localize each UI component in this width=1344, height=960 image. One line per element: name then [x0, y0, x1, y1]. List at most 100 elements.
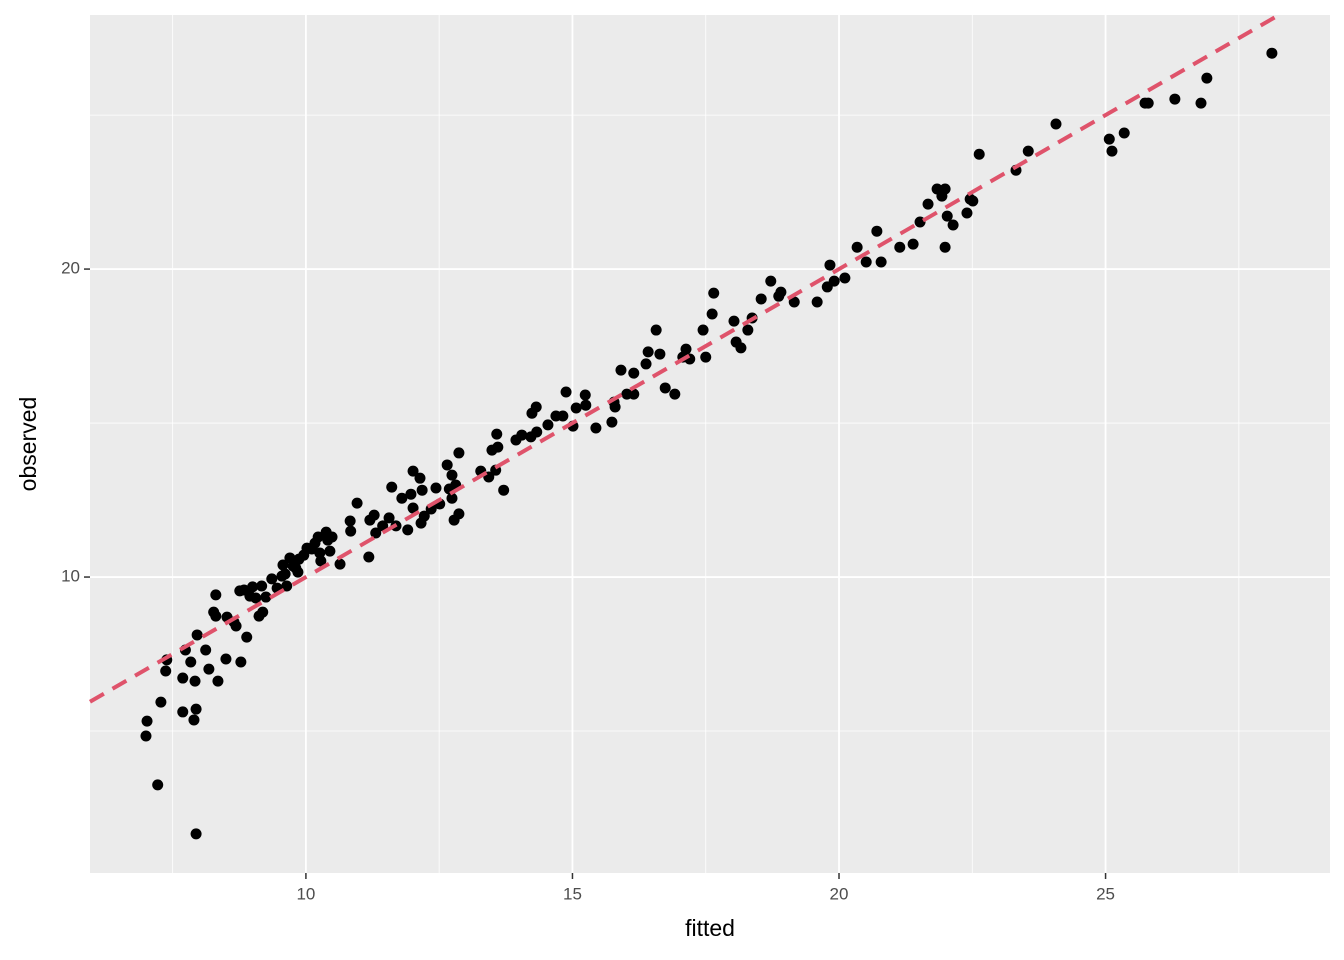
x-tick-label: 15 [563, 884, 582, 903]
point [185, 656, 197, 668]
point [967, 195, 979, 207]
point [315, 555, 327, 567]
point [345, 525, 357, 537]
point [973, 148, 985, 160]
point [177, 706, 189, 718]
point [824, 259, 836, 271]
reference-line [88, 13, 1280, 704]
point [140, 730, 152, 742]
point [516, 429, 528, 441]
point [200, 644, 212, 656]
point [606, 416, 618, 428]
point [628, 388, 640, 400]
point [542, 419, 554, 431]
point [191, 629, 203, 641]
point [560, 386, 572, 398]
point [1106, 145, 1118, 157]
point [188, 714, 200, 726]
point [706, 308, 718, 320]
point [939, 183, 951, 195]
point [851, 241, 863, 253]
point [654, 348, 666, 360]
point [628, 367, 640, 379]
point [266, 573, 278, 585]
point [370, 527, 382, 539]
point [281, 580, 293, 592]
point [580, 399, 592, 411]
point [241, 631, 253, 643]
y-axis-title: observed [15, 397, 41, 492]
point [416, 484, 428, 496]
x-tick-label: 20 [830, 884, 849, 903]
point [453, 447, 465, 459]
point [247, 581, 259, 593]
point [279, 568, 291, 580]
point [210, 610, 222, 622]
point [650, 324, 662, 336]
point [334, 558, 346, 570]
point [579, 389, 591, 401]
point [141, 715, 153, 727]
point [250, 592, 262, 604]
point [498, 484, 510, 496]
point [326, 531, 338, 543]
point [220, 653, 232, 665]
point [402, 524, 414, 536]
point [405, 488, 417, 500]
point [860, 256, 872, 268]
point [312, 531, 324, 543]
point [152, 779, 164, 791]
point [922, 198, 934, 210]
point [1201, 72, 1213, 84]
point [383, 512, 395, 524]
point [190, 828, 202, 840]
point [570, 402, 582, 414]
point [351, 497, 363, 509]
point [256, 580, 268, 592]
point [377, 520, 389, 532]
point [344, 515, 356, 527]
point [235, 656, 247, 668]
point [177, 672, 189, 684]
point [212, 675, 224, 687]
point [1266, 47, 1278, 59]
point [708, 287, 720, 299]
point [189, 675, 201, 687]
point [615, 364, 627, 376]
point [1118, 127, 1130, 139]
point [939, 241, 951, 253]
x-tick-label: 10 [296, 884, 315, 903]
point [728, 315, 740, 327]
point [446, 492, 458, 504]
point [430, 482, 442, 494]
point [257, 606, 269, 618]
point [907, 238, 919, 250]
point [775, 286, 787, 298]
point [190, 703, 202, 715]
point [828, 275, 840, 287]
point [260, 591, 272, 603]
point [292, 566, 304, 578]
point [875, 256, 887, 268]
point [1022, 145, 1034, 157]
panel [90, 15, 1330, 873]
point [407, 502, 419, 514]
y-tick-label: 10 [61, 567, 80, 586]
point [230, 620, 242, 632]
point [1103, 133, 1115, 145]
point [491, 428, 503, 440]
point [947, 219, 959, 231]
point [530, 401, 542, 413]
point [368, 509, 380, 521]
point [453, 508, 465, 520]
point [441, 459, 453, 471]
point [492, 441, 504, 453]
x-tick-label: 25 [1096, 884, 1115, 903]
point [386, 481, 398, 493]
x-axis-title: fitted [685, 915, 735, 941]
point [669, 388, 681, 400]
point [765, 275, 777, 287]
point [755, 293, 767, 305]
